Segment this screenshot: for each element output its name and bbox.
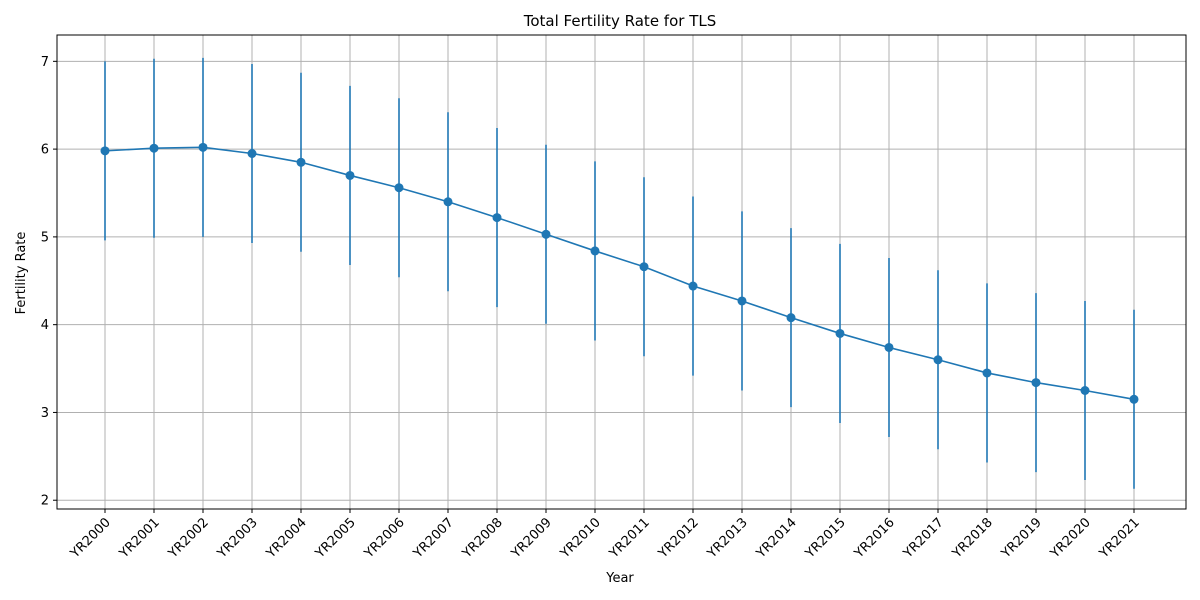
x-tick-label: YR2018 [949,515,996,562]
data-point [541,229,551,239]
x-tick-label: YR2001 [116,515,163,562]
data-point [1080,386,1090,395]
data-point [786,313,796,323]
x-tick-label: YR2002 [165,515,212,562]
x-tick-label: YR2012 [655,515,702,562]
x-tick-label: YR2013 [704,515,751,562]
data-point [100,146,110,156]
data-point [835,328,845,338]
x-tick-label: YR2017 [900,515,947,562]
data-point [296,157,306,167]
y-axis-ticks: 2 3 4 5 6 7 [41,55,57,509]
x-tick-label: YR2005 [312,515,359,562]
y-tick-label: 7 [41,55,49,70]
data-point [1031,378,1041,388]
y-axis-title: Fertility Rate [14,232,29,315]
data-point [982,368,992,378]
data-point [884,342,894,352]
x-tick-label: YR2000 [67,515,114,562]
x-tick-label: YR2003 [214,515,261,562]
y-tick-label: 5 [41,230,49,245]
x-tick-label: YR2008 [459,515,506,562]
x-tick-label: YR2014 [753,515,800,562]
chart-title: Total Fertility Rate for TLS [523,12,717,30]
x-tick-label: YR2004 [263,515,310,562]
x-tick-label: YR2010 [557,515,604,562]
x-tick-label: YR2009 [508,515,555,562]
data-point [933,355,943,365]
x-tick-label: YR2011 [606,515,653,562]
error-bars [104,57,1135,489]
x-tick-label: YR2007 [410,515,457,562]
x-axis-ticks: YR2000 YR2001 YR2002 YR2003 YR2004 YR2005 YR20… [67,509,1143,562]
x-tick-label: YR2015 [802,515,849,562]
data-point [1129,394,1139,404]
data-point [688,281,698,291]
data-point [639,262,649,272]
x-tick-label: YR2019 [998,515,1045,562]
plot-frame [56,34,1187,510]
data-point [345,170,355,180]
data-point [443,197,453,207]
y-tick-label: 6 [41,143,49,158]
data-point [492,213,502,223]
grid [57,35,1186,509]
data-point [737,296,747,306]
x-tick-label: YR2006 [361,515,408,562]
y-tick-label: 4 [41,318,49,333]
x-axis-title: Year [605,571,634,586]
data-point [149,143,159,153]
data-point [590,246,600,256]
series-line [104,146,1135,401]
y-tick-label: 2 [41,494,49,509]
data-points [100,142,1139,404]
x-tick-label: YR2020 [1047,515,1094,562]
x-tick-label: YR2016 [851,515,898,562]
data-point [247,149,257,158]
data-point [394,183,404,193]
data-point [198,142,208,152]
x-tick-label: YR2021 [1096,515,1143,562]
y-tick-label: 3 [41,406,49,421]
